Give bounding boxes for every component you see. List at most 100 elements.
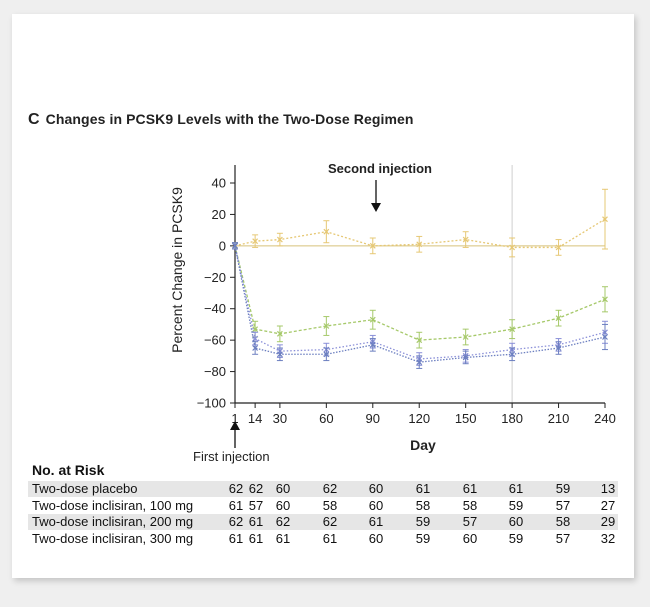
- risk-count: 61: [228, 530, 244, 546]
- risk-count: 61: [228, 497, 244, 513]
- risk-count: 60: [508, 514, 524, 529]
- series-line-placebo: [234, 218, 606, 249]
- x-tick-label: 150: [455, 411, 477, 426]
- x-tick-label: 30: [273, 411, 287, 426]
- risk-count: 58: [322, 497, 338, 513]
- data-point-placebo: [555, 244, 562, 251]
- data-point-placebo: [323, 228, 330, 235]
- first-injection-label: First injection: [193, 449, 270, 464]
- risk-count: 60: [462, 530, 478, 546]
- second-injection-label: Second injection: [328, 161, 432, 176]
- data-point-dose300: [602, 334, 608, 340]
- y-tick-label: −80: [204, 364, 226, 379]
- y-tick-label: 40: [212, 176, 226, 191]
- data-point-dose100: [252, 326, 259, 333]
- data-point-dose300: [462, 354, 469, 361]
- risk-count: 62: [322, 514, 338, 529]
- data-point-placebo: [509, 244, 516, 251]
- risk-count: 60: [368, 530, 384, 546]
- risk-count: 61: [415, 481, 431, 496]
- risk-count: 13: [600, 481, 616, 496]
- risk-count: 29: [600, 514, 616, 529]
- series-line-dose200: [234, 245, 606, 360]
- risk-count: 62: [248, 481, 264, 496]
- series-line-dose100: [234, 245, 606, 341]
- panel-title-text: Changes in PCSK9 Levels with the Two-Dos…: [45, 111, 414, 127]
- data-point-dose100: [509, 326, 516, 333]
- data-point-dose100: [276, 330, 283, 337]
- data-point-dose100: [416, 337, 423, 344]
- y-tick-label: 0: [219, 238, 226, 253]
- risk-row-label: Two-dose inclisiran, 100 mg: [32, 497, 194, 513]
- risk-count: 61: [368, 514, 384, 529]
- risk-count: 61: [248, 514, 264, 529]
- risk-count: 59: [508, 530, 524, 546]
- risk-count: 61: [322, 530, 338, 546]
- risk-count: 62: [275, 514, 291, 529]
- risk-row-label: Two-dose inclisiran, 300 mg: [32, 530, 194, 546]
- y-axis-label: Percent Change in PCSK9: [169, 187, 185, 353]
- data-point-placebo: [416, 241, 423, 248]
- data-point-dose100: [462, 334, 469, 340]
- first-injection-arrowhead: [230, 421, 240, 430]
- risk-count: 59: [508, 497, 524, 513]
- x-tick-label: 60: [319, 411, 333, 426]
- x-tick-label: 1: [231, 411, 238, 426]
- risk-count: 57: [248, 497, 264, 513]
- risk-count: 60: [368, 497, 384, 513]
- risk-count: 62: [322, 481, 338, 496]
- data-point-dose300: [416, 359, 423, 366]
- data-point-dose300: [276, 351, 283, 358]
- data-point-placebo: [369, 242, 376, 249]
- risk-count: 59: [415, 530, 431, 546]
- risk-count: 57: [555, 497, 571, 513]
- risk-row: [28, 481, 618, 497]
- x-tick-label: 210: [548, 411, 570, 426]
- risk-count: 57: [462, 514, 478, 529]
- data-point-dose300: [232, 242, 238, 249]
- data-point-placebo: [252, 238, 259, 245]
- data-point-dose100: [555, 315, 562, 322]
- risk-count: 60: [368, 481, 384, 496]
- risk-count: 61: [248, 530, 264, 546]
- data-point-dose100: [602, 296, 608, 303]
- x-tick-label: 240: [594, 411, 616, 426]
- risk-row-label: Two-dose placebo: [32, 481, 138, 496]
- panel-letter: C: [28, 111, 40, 128]
- risk-count: 57: [555, 530, 571, 546]
- second-injection-arrowhead: [371, 203, 381, 212]
- risk-heading: No. at Risk: [32, 462, 105, 478]
- data-point-dose300: [555, 345, 562, 351]
- risk-count: 58: [462, 497, 478, 513]
- panel-title: C Changes in PCSK9 Levels with the Two-Do…: [28, 111, 414, 129]
- risk-row: [28, 514, 618, 530]
- x-tick-label: 120: [408, 411, 430, 426]
- risk-count: 59: [555, 481, 571, 496]
- risk-count: 61: [275, 530, 291, 546]
- y-tick-label: −60: [204, 333, 226, 348]
- y-tick-label: −20: [204, 270, 226, 285]
- risk-count: 62: [228, 514, 244, 529]
- data-point-dose300: [369, 341, 376, 348]
- data-point-dose100: [369, 316, 376, 323]
- risk-count: 27: [600, 497, 616, 513]
- x-tick-label: 14: [248, 411, 262, 426]
- data-point-dose300: [509, 351, 516, 358]
- risk-count: 58: [555, 514, 571, 529]
- data-point-dose100: [323, 323, 330, 329]
- y-tick-label: 20: [212, 207, 226, 222]
- risk-count: 58: [415, 497, 431, 513]
- risk-count: 60: [275, 497, 291, 513]
- y-tick-label: −40: [204, 301, 226, 316]
- series-line-dose300: [234, 245, 606, 363]
- data-point-placebo: [276, 236, 283, 243]
- x-tick-label: 90: [366, 411, 380, 426]
- data-point-dose300: [252, 345, 259, 351]
- y-tick-label: −100: [197, 396, 226, 411]
- data-point-dose300: [323, 351, 330, 358]
- x-axis-label: Day: [410, 437, 436, 453]
- risk-count: 62: [228, 481, 244, 496]
- data-point-placebo: [462, 236, 469, 243]
- risk-count: 60: [275, 481, 291, 496]
